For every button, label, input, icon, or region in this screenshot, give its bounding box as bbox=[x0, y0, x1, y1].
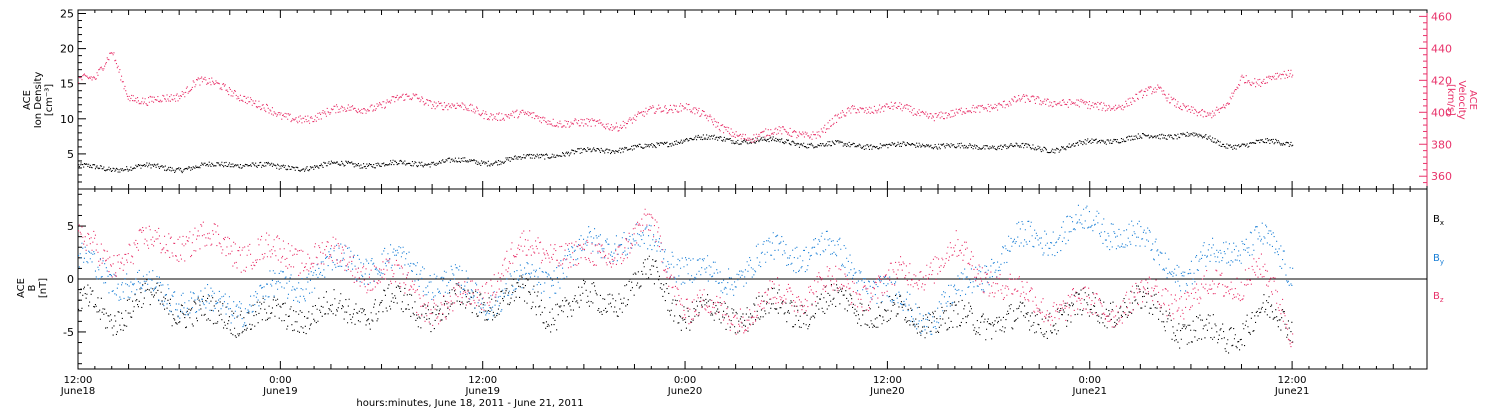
ion-density-series bbox=[78, 131, 1294, 174]
bottom-ytick-label: 0 bbox=[67, 273, 74, 286]
x-tick-label: 12:00 bbox=[468, 375, 497, 386]
top-right-ylabel-line2: Velocity bbox=[1456, 80, 1467, 119]
top-right-ytick: 380 bbox=[1419, 138, 1452, 151]
top-right-ytick-label: 380 bbox=[1431, 138, 1452, 151]
legend: Bx By Bz bbox=[1433, 214, 1444, 304]
bz-series-points bbox=[78, 208, 1294, 348]
top-right-ytick-label: 400 bbox=[1431, 106, 1452, 119]
top-left-ytick: 25 bbox=[60, 8, 86, 21]
bottom-ytick-label: -5 bbox=[63, 326, 74, 339]
bx-series bbox=[78, 255, 1294, 354]
x-tick-sublabel: June20 bbox=[667, 386, 703, 397]
bottom-ytick: 5 bbox=[67, 220, 86, 233]
x-tick-sublabel: June19 bbox=[262, 386, 298, 397]
top-left-ylabel: ACE Ion Density [cm⁻³] bbox=[22, 72, 55, 129]
bottom-left-ylabel-line1: ACE bbox=[16, 278, 27, 298]
x-tick-label: 0:00 bbox=[269, 375, 291, 386]
top-left-ytick: 15 bbox=[60, 78, 86, 91]
by-series bbox=[78, 204, 1294, 335]
bottom-left-ylabel-line3: [nT] bbox=[38, 278, 49, 298]
svg-text:By: By bbox=[1433, 253, 1444, 266]
top-left-ylabel-line3: [cm⁻³] bbox=[44, 84, 55, 116]
top-right-ylabel-line1: ACE bbox=[1467, 90, 1478, 110]
x-tick-sublabel: June21 bbox=[1071, 386, 1107, 397]
top-left-ytick-label: 10 bbox=[60, 113, 74, 126]
bottom-left-ylabel: ACE B [nT] bbox=[16, 278, 49, 298]
x-tick-label: 12:00 bbox=[64, 375, 93, 386]
top-right-ytick-label: 440 bbox=[1431, 42, 1452, 55]
top-left-ylabel-line1: ACE bbox=[22, 90, 33, 110]
velocity-series bbox=[78, 52, 1294, 143]
bottom-panel-plot: -5 0 5 bbox=[63, 193, 1427, 365]
top-right-ylabel-line3: [km/s] bbox=[1445, 84, 1456, 116]
legend-entry-by: By bbox=[1433, 253, 1444, 266]
top-right-ytick: 440 bbox=[1419, 42, 1452, 55]
by-series-points bbox=[78, 204, 1294, 335]
top-left-ytick-label: 15 bbox=[60, 78, 74, 91]
svg-text:Bz: Bz bbox=[1433, 291, 1444, 304]
bottom-left-ylabel-line2: B bbox=[27, 284, 38, 291]
top-panel-frame bbox=[77, 9, 1428, 190]
top-left-ytick: 20 bbox=[60, 43, 86, 56]
top-left-ytick: 10 bbox=[60, 113, 86, 126]
top-left-ylabel-line2: Ion Density bbox=[33, 72, 44, 129]
top-right-ytick: 420 bbox=[1419, 74, 1452, 87]
top-left-ytick-label: 25 bbox=[60, 8, 74, 21]
top-left-ytick: 5 bbox=[67, 148, 86, 161]
top-panel-plot: 5 10 15 20 25 360 380 400 420 440 460 bbox=[60, 8, 1452, 189]
top-right-ytick: 360 bbox=[1419, 170, 1452, 183]
top-right-ytick-label: 460 bbox=[1431, 10, 1452, 23]
x-tick-sublabel: June20 bbox=[869, 386, 905, 397]
top-right-ytick-label: 420 bbox=[1431, 74, 1452, 87]
x-tick-sublabel: June18 bbox=[60, 386, 96, 397]
velocity-series-points bbox=[78, 52, 1294, 143]
top-left-ytick-label: 5 bbox=[67, 148, 74, 161]
bz-series bbox=[78, 208, 1294, 348]
x-tick-label: 0:00 bbox=[1079, 375, 1101, 386]
bx-series-points bbox=[78, 255, 1294, 354]
x-tick-label: 12:00 bbox=[873, 375, 902, 386]
x-axis-title: hours:minutes, June 18, 2011 - June 21, … bbox=[356, 398, 583, 409]
top-left-ytick-label: 20 bbox=[60, 43, 74, 56]
svg-text:Bx: Bx bbox=[1433, 214, 1444, 227]
top-right-ytick: 400 bbox=[1419, 106, 1452, 119]
bottom-ytick: -5 bbox=[63, 326, 86, 339]
legend-entry-bz: Bz bbox=[1433, 291, 1444, 304]
top-right-ytick-label: 360 bbox=[1431, 170, 1452, 183]
x-tick-label: 12:00 bbox=[1278, 375, 1307, 386]
x-axis: 12:00June180:00June1912:00June190:00June… bbox=[60, 10, 1428, 397]
legend-entry-bx: Bx bbox=[1433, 214, 1444, 227]
top-right-ytick: 460 bbox=[1419, 10, 1452, 23]
ion-density-series-points bbox=[78, 131, 1294, 174]
x-tick-label: 0:00 bbox=[674, 375, 696, 386]
top-right-ylabel: ACE Velocity [km/s] bbox=[1445, 80, 1478, 119]
x-tick-sublabel: June21 bbox=[1274, 386, 1310, 397]
bottom-ytick-label: 5 bbox=[67, 220, 74, 233]
x-tick-sublabel: June19 bbox=[464, 386, 500, 397]
